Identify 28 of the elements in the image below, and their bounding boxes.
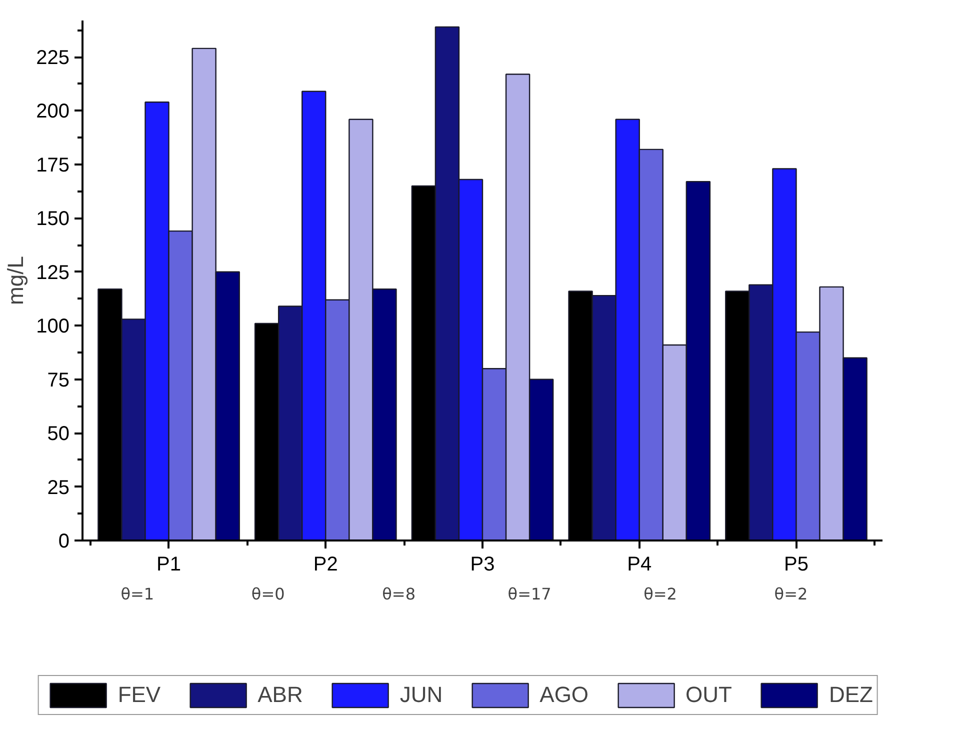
legend-label: DEZ	[829, 682, 873, 708]
y-tick-label: 25	[47, 476, 70, 499]
y-tick-label: 225	[36, 47, 70, 70]
y-tick-label: 100	[36, 316, 70, 338]
text: θ=0	[251, 584, 285, 604]
legend-label: AGO	[540, 682, 589, 708]
legend-label: OUT	[686, 682, 732, 708]
text: θ=2	[774, 584, 808, 604]
y-tick-label: 0	[58, 530, 70, 552]
y-tick-label: 75	[47, 369, 70, 392]
x-tick-label: P2	[313, 554, 338, 576]
legend-label: FEV	[118, 682, 161, 708]
text: θ=17	[508, 584, 552, 604]
x-tick-label: P3	[470, 554, 495, 576]
y-tick-label: 50	[47, 423, 70, 446]
x-tick-label: P4	[627, 554, 652, 576]
y-axis-title: mg/L	[3, 256, 28, 305]
legend-label: ABR	[258, 682, 303, 708]
text: θ=8	[382, 584, 416, 604]
legend-label: JUN	[400, 682, 443, 708]
y-tick-label: 200	[36, 100, 70, 123]
text: θ=2	[644, 584, 677, 604]
x-tick-label: P5	[784, 554, 808, 576]
text: θ=1	[120, 584, 154, 604]
x-tick-label: P1	[156, 554, 182, 576]
y-tick-label: 175	[36, 154, 70, 176]
y-tick-label: 125	[36, 262, 70, 284]
y-tick-label: 150	[36, 208, 70, 230]
